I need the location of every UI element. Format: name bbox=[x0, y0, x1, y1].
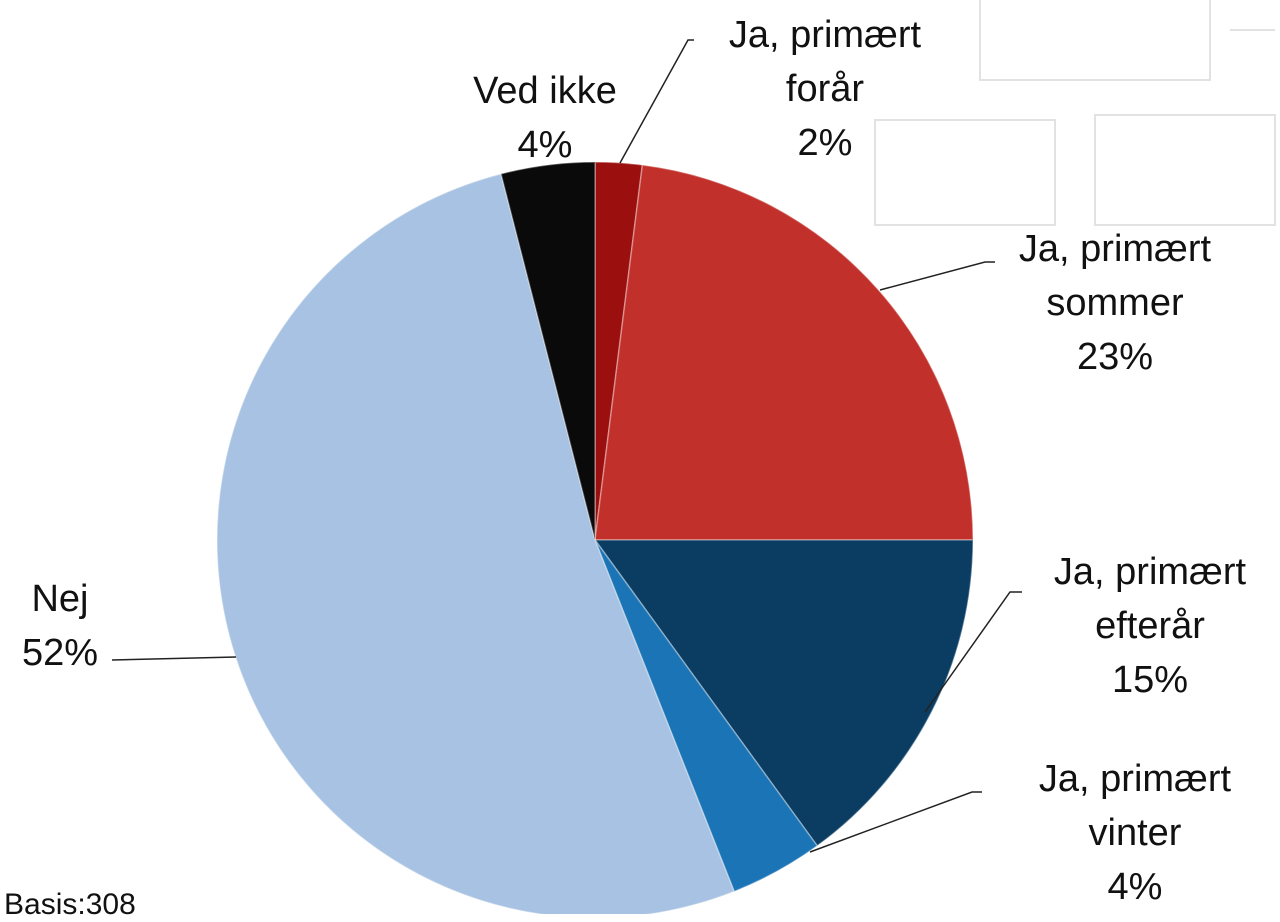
slice-label: Ja, primært sommer bbox=[995, 222, 1235, 330]
pie-slice bbox=[595, 165, 973, 540]
slice-label: Ja, primært forår bbox=[705, 8, 945, 116]
leader-line bbox=[880, 262, 995, 290]
slice-value-label: 23% bbox=[995, 330, 1235, 384]
slice-value-label: 4% bbox=[425, 118, 665, 172]
sketch-box bbox=[1095, 115, 1275, 225]
footnote: Basis:308 bbox=[4, 888, 136, 922]
slice-value-label: 4% bbox=[1015, 860, 1255, 914]
slice-value-label: 2% bbox=[705, 116, 945, 170]
sketch-box bbox=[980, 0, 1210, 80]
slice-value-label: 52% bbox=[0, 626, 180, 680]
slice-label: Ja, primært vinter bbox=[1015, 752, 1255, 860]
slice-label: Ja, primært efterår bbox=[1030, 545, 1270, 653]
slice-value-label: 15% bbox=[1030, 653, 1270, 707]
page: {"chart_data": {"type": "pie", "categori… bbox=[0, 0, 1280, 914]
slice-label: Nej bbox=[0, 572, 180, 626]
slice-label: Ved ikke bbox=[425, 64, 665, 118]
